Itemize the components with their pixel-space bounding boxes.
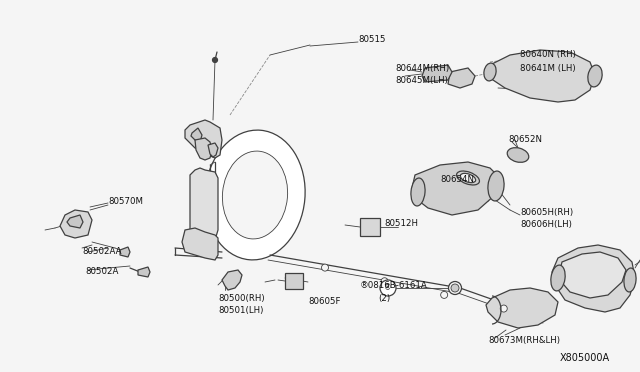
- Ellipse shape: [411, 178, 425, 206]
- Polygon shape: [208, 143, 218, 157]
- Text: 80644M(RH): 80644M(RH): [395, 64, 449, 73]
- Polygon shape: [558, 252, 626, 298]
- Text: 80605F: 80605F: [308, 298, 340, 307]
- Text: 80605H(RH): 80605H(RH): [520, 208, 573, 217]
- Ellipse shape: [624, 268, 636, 292]
- Text: X805000A: X805000A: [560, 353, 610, 363]
- Text: 80654N: 80654N: [440, 176, 474, 185]
- Ellipse shape: [588, 65, 602, 87]
- Polygon shape: [67, 215, 83, 228]
- Text: ®: ®: [384, 283, 392, 292]
- Text: 80502A: 80502A: [85, 267, 118, 276]
- Text: ®0816B-6161A: ®0816B-6161A: [360, 280, 428, 289]
- Polygon shape: [182, 228, 218, 260]
- Circle shape: [449, 282, 461, 295]
- Ellipse shape: [488, 171, 504, 201]
- Polygon shape: [185, 120, 222, 158]
- Polygon shape: [120, 247, 130, 257]
- Text: 80641M (LH): 80641M (LH): [520, 64, 575, 73]
- Text: 80515: 80515: [358, 35, 385, 45]
- Circle shape: [500, 305, 508, 312]
- Circle shape: [451, 284, 459, 292]
- Ellipse shape: [508, 148, 529, 162]
- Polygon shape: [195, 138, 212, 160]
- Polygon shape: [488, 50, 595, 102]
- Polygon shape: [448, 68, 475, 88]
- Circle shape: [381, 278, 388, 285]
- Ellipse shape: [460, 173, 476, 183]
- Text: 80501(LH): 80501(LH): [218, 305, 264, 314]
- Circle shape: [321, 264, 328, 271]
- Ellipse shape: [551, 265, 565, 291]
- Text: 80502AA: 80502AA: [82, 247, 122, 257]
- Polygon shape: [486, 288, 558, 328]
- Text: 80640N (RH): 80640N (RH): [520, 51, 576, 60]
- Polygon shape: [191, 128, 202, 142]
- Polygon shape: [190, 168, 218, 245]
- Circle shape: [441, 291, 447, 298]
- Text: 80500(RH): 80500(RH): [218, 294, 264, 302]
- Polygon shape: [552, 245, 635, 312]
- Polygon shape: [412, 162, 500, 215]
- Circle shape: [212, 58, 218, 62]
- Ellipse shape: [484, 63, 496, 81]
- Text: (2): (2): [378, 294, 390, 302]
- Bar: [360, 218, 380, 236]
- Text: 80606H(LH): 80606H(LH): [520, 219, 572, 228]
- Polygon shape: [60, 210, 92, 238]
- Ellipse shape: [222, 151, 287, 239]
- Ellipse shape: [456, 171, 479, 185]
- Text: 80645M(LH): 80645M(LH): [395, 76, 448, 84]
- Text: 80673M(RH&LH): 80673M(RH&LH): [488, 336, 560, 344]
- Text: 80512H: 80512H: [384, 219, 418, 228]
- Text: 80652N: 80652N: [508, 135, 542, 144]
- Bar: [285, 273, 303, 289]
- Text: 80570M: 80570M: [108, 198, 143, 206]
- Ellipse shape: [205, 130, 305, 260]
- Polygon shape: [138, 267, 150, 277]
- Polygon shape: [422, 65, 452, 82]
- Circle shape: [380, 280, 396, 296]
- Polygon shape: [222, 270, 242, 290]
